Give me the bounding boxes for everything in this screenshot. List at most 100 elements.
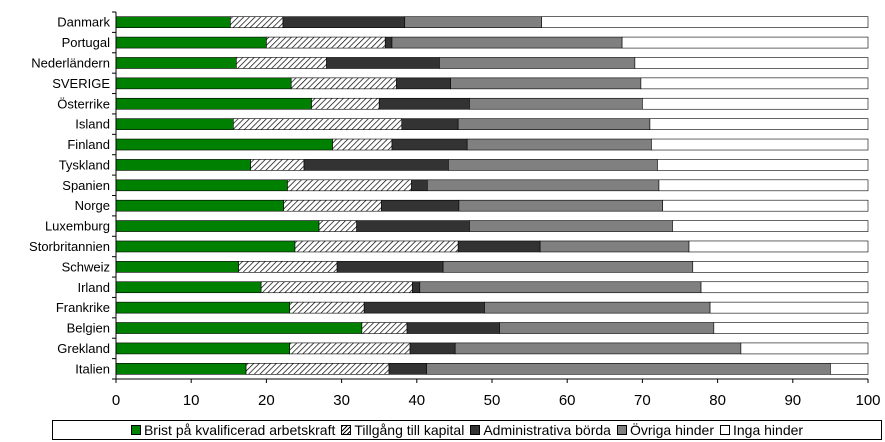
axes <box>112 11 869 383</box>
category-labels: Danmark Portugal Nederländern SVERIGE Österr… <box>29 15 110 377</box>
x-tick-label: 20 <box>258 392 275 409</box>
category-label: Island <box>75 117 110 132</box>
bar-segment-4-14 <box>419 281 702 294</box>
legend-label: Administrativa börda <box>483 422 611 438</box>
category-label: Finland <box>67 137 110 152</box>
bar-segment-4-16 <box>499 322 715 334</box>
bar-segment-1-4 <box>115 77 292 90</box>
bar-segment-3-6 <box>401 118 459 130</box>
bar-segment-1-15 <box>115 301 291 314</box>
legend-swatch <box>341 425 352 435</box>
bar-segment-2-4 <box>290 77 397 90</box>
bar-segment-2-6 <box>233 118 403 130</box>
category-label: Storbritannien <box>29 239 110 254</box>
bar-segment-5-12 <box>688 240 869 253</box>
bar-segment-4-6 <box>457 118 651 130</box>
bar-segment-3-8 <box>303 159 449 171</box>
bar-segment-4-12 <box>539 240 690 253</box>
x-tick-label: 0 <box>112 392 120 409</box>
bar-segment-3-14 <box>411 281 421 294</box>
bar-segment-5-17 <box>740 342 869 355</box>
bar-segment-5-1 <box>541 16 869 28</box>
legend-item-2: Tillgång till kapital <box>341 422 464 438</box>
category-label: SVERIGE <box>52 76 110 91</box>
bar-segment-4-18 <box>426 363 831 375</box>
legend-label: Övriga hinder <box>629 422 714 438</box>
legend-label: Inga hinder <box>733 422 804 438</box>
x-tick-label: 80 <box>709 392 726 409</box>
bar-segment-2-8 <box>250 159 305 171</box>
legend-item-3: Administrativa börda <box>470 422 611 438</box>
bar-segment-4-4 <box>450 77 642 90</box>
bar-segment-1-3 <box>115 57 237 69</box>
x-tick-label: 10 <box>183 392 200 409</box>
bar-segment-1-8 <box>115 159 251 171</box>
x-tick-label: 30 <box>333 392 350 409</box>
bar-segment-5-13 <box>692 261 869 273</box>
bar-segment-2-16 <box>361 322 408 334</box>
category-label: Portugal <box>62 35 111 50</box>
bar-segment-2-15 <box>289 301 365 314</box>
stacked-bar-chart: Danmark Portugal Nederländern SVERIGE Österr… <box>29 11 881 409</box>
bar-segment-1-7 <box>115 138 333 151</box>
bar-segment-3-10 <box>381 199 460 212</box>
bar-segment-4-9 <box>427 179 660 192</box>
bar-segment-3-4 <box>396 77 451 90</box>
legend-item-5: Inga hinder <box>720 422 803 438</box>
bar-segment-5-6 <box>649 118 869 130</box>
bar-segment-2-11 <box>318 220 357 232</box>
bar-segment-4-13 <box>442 261 694 273</box>
bar-segment-1-16 <box>115 322 363 334</box>
bar-segment-1-17 <box>115 342 291 355</box>
legend-label: Brist på kvalificerad arbetskraft <box>143 422 336 438</box>
category-label: Frankrike <box>56 300 110 315</box>
bar-segment-4-11 <box>469 220 673 232</box>
bar-segment-1-18 <box>115 363 247 375</box>
bar-segment-2-3 <box>236 57 327 69</box>
bar-segment-1-2 <box>115 36 267 49</box>
bar-segment-4-17 <box>454 342 742 355</box>
bar-segment-2-7 <box>332 138 393 151</box>
category-label: Irland <box>77 280 110 295</box>
legend-swatch <box>470 425 481 435</box>
x-tick-label: 50 <box>484 392 501 409</box>
category-label: Spanien <box>62 178 110 193</box>
bar-segment-5-4 <box>640 77 869 90</box>
bar-segment-4-7 <box>466 138 652 151</box>
bar-segment-3-13 <box>336 261 444 273</box>
x-tick-label: 70 <box>634 392 651 409</box>
x-tick-label: 60 <box>559 392 576 409</box>
bar-segment-4-3 <box>439 57 636 69</box>
bar-segment-2-10 <box>283 199 382 212</box>
bar-segment-3-2 <box>384 36 393 49</box>
bar-segment-5-11 <box>672 220 869 232</box>
bar-segment-4-15 <box>484 301 711 314</box>
bars-layer <box>115 16 869 375</box>
bar-segment-2-5 <box>311 97 380 110</box>
bar-segment-3-12 <box>457 240 541 253</box>
bar-segment-1-12 <box>115 240 296 253</box>
bar-segment-1-9 <box>115 179 288 192</box>
bar-segment-5-3 <box>634 57 869 69</box>
category-label: Norge <box>75 198 110 213</box>
bar-segment-1-11 <box>115 220 320 232</box>
bar-segment-5-9 <box>658 179 869 192</box>
x-tick-label: 90 <box>784 392 801 409</box>
bar-segment-3-18 <box>388 363 427 375</box>
legend-swatch <box>616 425 627 435</box>
bar-segment-1-10 <box>115 199 284 212</box>
category-label: Nederländern <box>31 55 110 70</box>
bar-segment-4-5 <box>469 97 643 110</box>
bar-segment-3-5 <box>378 97 470 110</box>
bar-segment-2-17 <box>289 342 411 355</box>
bar-segment-3-17 <box>409 342 456 355</box>
bar-segment-3-1 <box>282 16 406 28</box>
bar-segment-2-18 <box>245 363 390 375</box>
bar-segment-5-5 <box>642 97 869 110</box>
bar-segment-3-16 <box>406 322 500 334</box>
bar-segment-5-16 <box>713 322 869 334</box>
legend-item-4: Övriga hinder <box>616 422 714 438</box>
bar-segment-2-2 <box>266 36 386 49</box>
bar-segment-5-14 <box>700 281 869 294</box>
category-label: Schweiz <box>62 259 110 274</box>
